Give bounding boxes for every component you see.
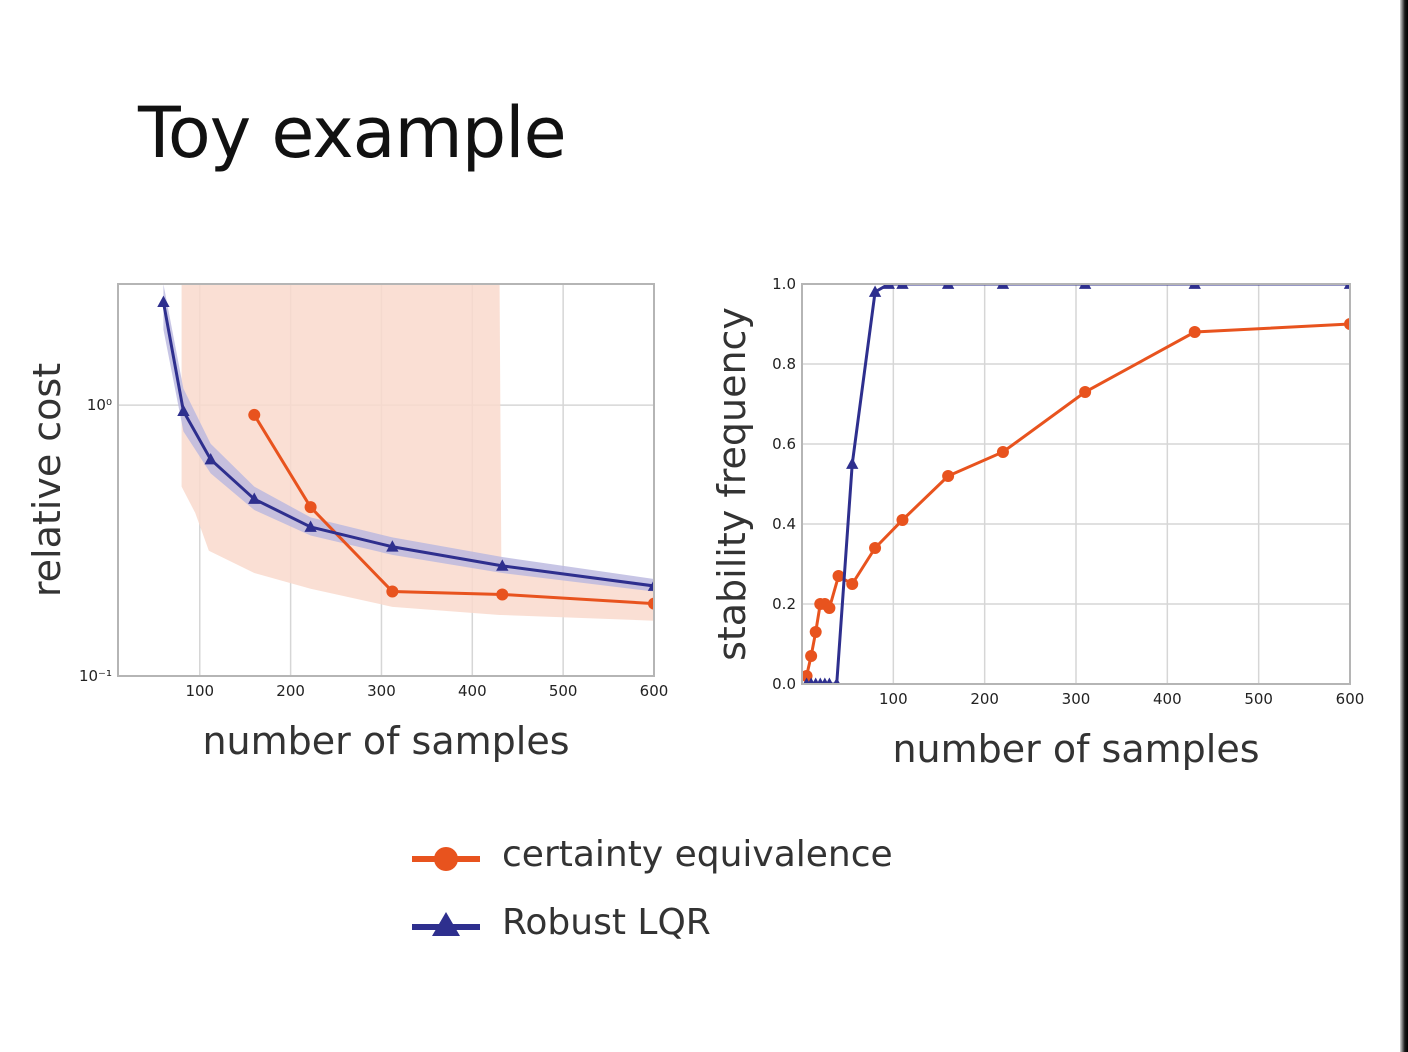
robust-point — [1343, 284, 1350, 289]
x-tick-label: 200 — [276, 682, 305, 700]
robust-point — [304, 520, 317, 532]
x-tick-label: 400 — [458, 682, 487, 700]
ce-point — [648, 597, 654, 610]
x-tick-label: 200 — [970, 690, 999, 708]
x-tick-label: 500 — [549, 682, 578, 700]
x-tick-label: 300 — [367, 682, 396, 700]
y-axis-label: relative cost — [25, 363, 69, 597]
x-axis-label: number of samples — [202, 719, 569, 763]
robust-point — [807, 677, 815, 684]
y-tick-label: 0.6 — [772, 435, 796, 453]
circle-marker-icon — [412, 847, 480, 871]
ce-point — [802, 670, 813, 682]
legend-label-ce: certainty equivalence — [502, 834, 893, 875]
x-tick-label: 500 — [1244, 690, 1273, 708]
ce-point — [386, 585, 399, 598]
stability-frequency-chart: 100 200 300 400 500 600 0.0 0.2 0.4 0.6 0.8 1.0 numb… — [710, 275, 1365, 771]
robust-point — [177, 404, 190, 417]
ce-point — [869, 542, 882, 554]
plot-frame — [801, 283, 1351, 685]
robust-point — [825, 677, 833, 684]
robust-point — [996, 284, 1010, 289]
triangle-marker-icon — [412, 912, 480, 936]
y-axis-label: stability frequency — [710, 307, 754, 661]
robust-point — [647, 579, 654, 591]
ce-point — [832, 570, 845, 582]
robust-point — [833, 677, 841, 684]
ce-point — [1344, 318, 1350, 330]
y-tick-label: 10⁻¹ — [79, 667, 112, 685]
ce-point — [942, 470, 955, 482]
robust-point — [496, 559, 509, 571]
x-axis-label: number of samples — [892, 727, 1259, 771]
robust-series-line — [806, 284, 1350, 684]
ce-point — [248, 408, 261, 421]
relative-cost-chart: 100 200 300 400 500 600 10⁻¹ 10⁰ number of sampl… — [25, 283, 669, 763]
robust-point — [816, 677, 824, 684]
y-tick-label: 10⁰ — [87, 396, 112, 414]
robust-point — [204, 452, 217, 465]
window-edge — [1400, 0, 1408, 1052]
robust-point — [882, 284, 895, 289]
legend-label-robust: Robust LQR — [502, 902, 711, 943]
x-tick-label: 100 — [185, 682, 214, 700]
x-tick-label: 100 — [879, 690, 908, 708]
y-tick-label: 0.0 — [772, 675, 796, 693]
y-tick-label: 0.4 — [772, 515, 796, 533]
robust-point — [821, 677, 829, 684]
y-tick-label: 0.8 — [772, 355, 796, 373]
ce-point — [823, 602, 836, 614]
robust-point — [868, 285, 882, 297]
robust-point — [157, 295, 170, 308]
y-tick-label: 0.2 — [772, 595, 796, 613]
robust-point — [386, 540, 399, 552]
x-tick-label: 300 — [1062, 690, 1091, 708]
ce-point — [304, 501, 317, 514]
x-tick-label: 400 — [1153, 690, 1182, 708]
ce-point — [805, 650, 818, 662]
plot-frame — [117, 283, 655, 677]
robust-point — [1188, 284, 1201, 289]
ce-point — [896, 514, 909, 526]
robust-point — [846, 457, 859, 469]
robust-point — [803, 677, 811, 684]
robust-series-line — [161, 301, 654, 588]
ce-point — [496, 588, 509, 601]
ce-point — [846, 578, 859, 590]
ce-point — [1188, 326, 1201, 338]
plot-area — [157, 284, 654, 621]
ce-point — [1079, 386, 1092, 398]
slide-title: Toy example — [138, 92, 567, 174]
robust-point — [896, 284, 909, 289]
x-tick-label: 600 — [1336, 690, 1365, 708]
x-tick-label: 600 — [640, 682, 669, 700]
robust-point — [812, 677, 820, 684]
ce-point — [996, 446, 1009, 458]
plot-area — [802, 284, 1350, 684]
y-tick-label: 1.0 — [772, 275, 796, 293]
ce-series-line — [805, 322, 1350, 677]
ce-point — [809, 626, 822, 638]
robust-point — [941, 284, 955, 289]
robust-point — [248, 492, 261, 504]
ce-confidence-band — [181, 284, 654, 621]
robust-point — [1078, 284, 1092, 289]
